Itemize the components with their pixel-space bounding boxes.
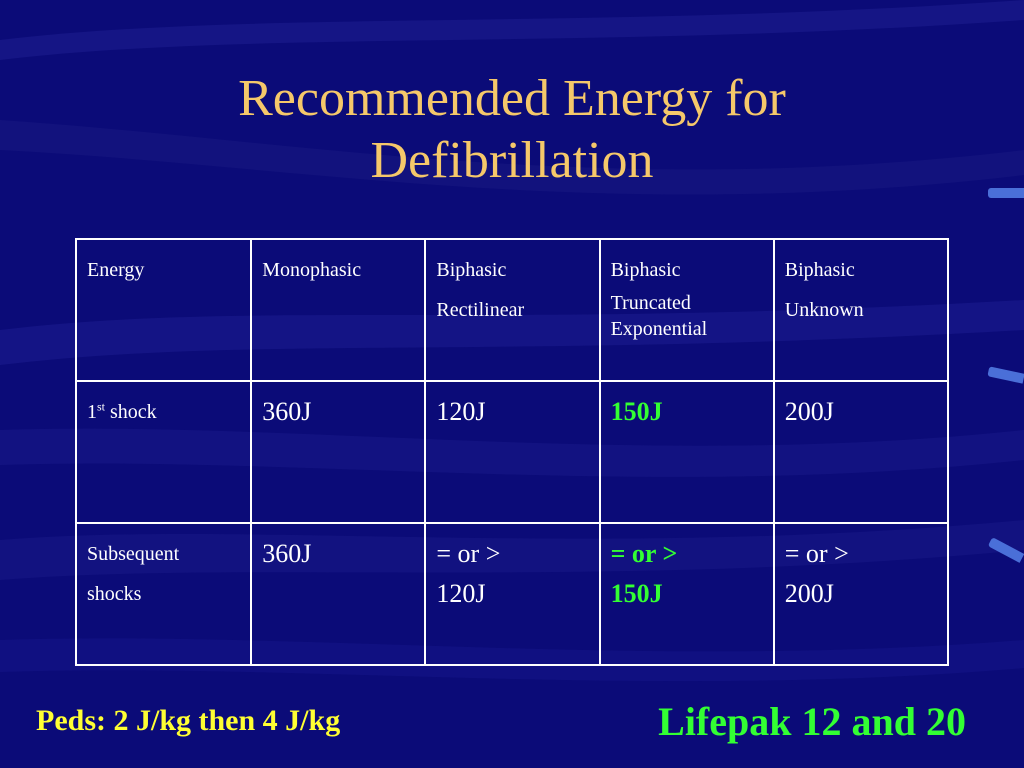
subsequent-unknown-line-2: 200J — [784, 579, 834, 608]
peds-note: Peds: 2 J/kg then 4 J/kg — [36, 704, 341, 737]
first-shock-number: 1 — [87, 401, 97, 423]
header-energy: Energy — [74, 238, 253, 382]
row-label-first-shock: 1st shock — [74, 380, 253, 524]
header-monophasic-label: Monophasic — [262, 259, 362, 281]
first-shock-ordinal: st — [97, 399, 106, 414]
subsequent-monophasic: 360J — [250, 522, 427, 666]
header-biphasic-rectilinear: Biphasic Rectilinear — [424, 238, 601, 382]
slide-title: Recommended Energy for Defibrillation — [0, 68, 1024, 192]
subsequent-label-line-1: Subsequent — [87, 543, 180, 565]
first-shock-rectilinear: 120J — [424, 380, 601, 524]
header-unknown-line-1: Biphasic — [784, 259, 855, 281]
edge-tick-1 — [988, 188, 1024, 198]
table-header-row: Energy Monophasic Biphasic Rectilinear B… — [74, 238, 950, 382]
subsequent-label-line-2: shocks — [87, 583, 142, 605]
table-row-subsequent-shocks: Subsequent shocks 360J = or > 120J = or … — [74, 522, 950, 666]
header-biphasic-unknown: Biphasic Unknown — [772, 238, 950, 382]
header-truncated-line-1: Biphasic — [610, 259, 681, 281]
device-note: Lifepak 12 and 20 — [658, 699, 966, 744]
header-unknown-line-2: Unknown — [784, 299, 864, 321]
first-shock-unknown: 200J — [772, 380, 950, 524]
first-shock-text: shock — [105, 401, 157, 423]
subsequent-rectilinear: = or > 120J — [424, 522, 601, 666]
energy-table: Energy Monophasic Biphasic Rectilinear B… — [74, 238, 950, 666]
first-shock-truncated: 150J — [598, 380, 775, 524]
header-biphasic-truncated: Biphasic Truncated Exponential — [598, 238, 775, 382]
header-truncated-line-3: Exponential — [610, 318, 708, 340]
subsequent-rectilinear-line-2: 120J — [436, 579, 486, 608]
table-row-first-shock: 1st shock 360J 120J 150J 200J — [74, 380, 950, 524]
subsequent-truncated-line-1: = or > — [610, 539, 678, 568]
title-line-2: Defibrillation — [370, 132, 654, 189]
header-monophasic: Monophasic — [250, 238, 427, 382]
subsequent-unknown: = or > 200J — [772, 522, 950, 666]
subsequent-unknown-line-1: = or > — [784, 539, 849, 568]
header-truncated-line-2: Truncated — [610, 292, 691, 314]
header-rectilinear-line-1: Biphasic — [436, 259, 507, 281]
first-shock-monophasic: 360J — [250, 380, 427, 524]
subsequent-truncated-line-2: 150J — [610, 579, 663, 608]
subsequent-rectilinear-line-1: = or > — [436, 539, 501, 568]
title-line-1: Recommended Energy for — [238, 70, 786, 127]
header-rectilinear-line-2: Rectilinear — [436, 299, 525, 321]
subsequent-truncated: = or > 150J — [598, 522, 775, 666]
row-label-subsequent: Subsequent shocks — [74, 522, 253, 666]
header-energy-label: Energy — [87, 259, 145, 281]
